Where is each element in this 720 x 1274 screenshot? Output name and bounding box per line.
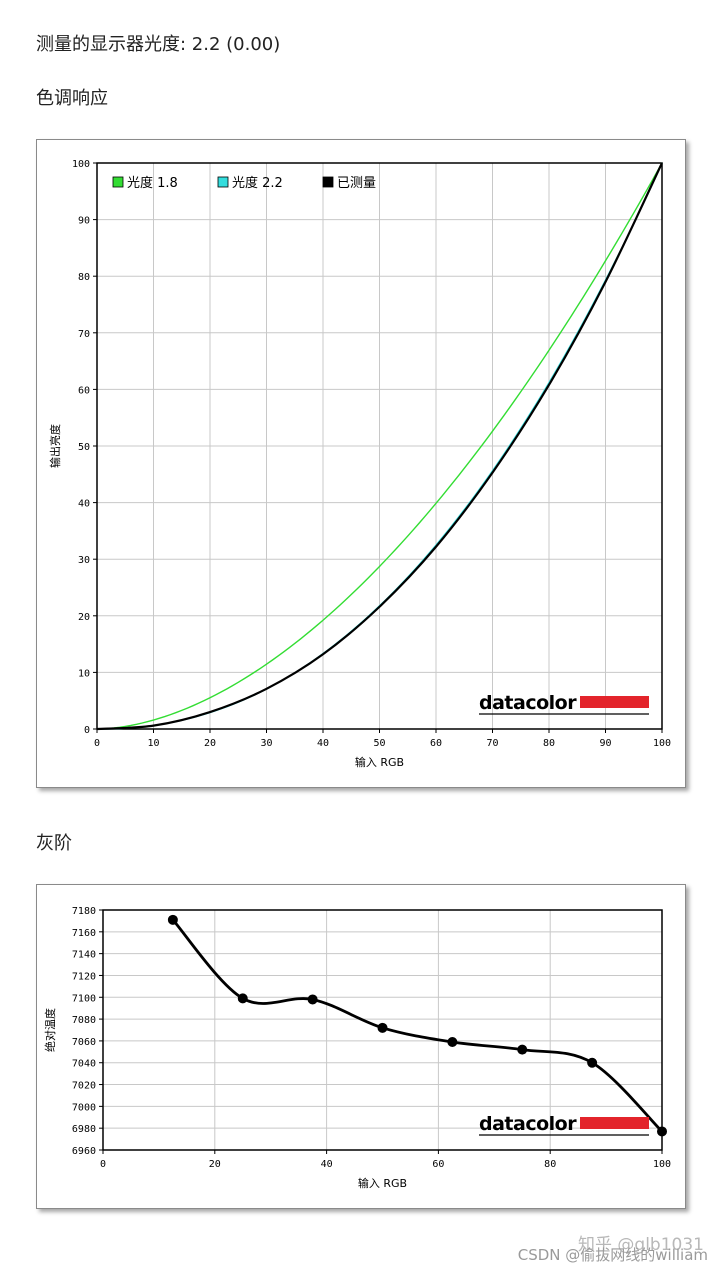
data-point — [447, 1037, 458, 1047]
measured-gamma-text: 测量的显示器光度: 2.2 (0.00) — [36, 34, 281, 55]
y-tick-label: 40 — [78, 499, 90, 510]
datacolor-logo-bar — [580, 696, 649, 708]
x-tick-label: 90 — [599, 738, 611, 749]
x-tick-label: 10 — [147, 738, 159, 749]
y-tick-label: 6960 — [72, 1146, 96, 1157]
grayscale-heading: 灰阶 — [36, 833, 72, 854]
data-point — [657, 1126, 667, 1137]
y-tick-label: 7020 — [72, 1081, 96, 1092]
legend-swatch-1 — [112, 176, 124, 188]
y-tick-label: 60 — [78, 385, 90, 396]
y-tick-label: 100 — [72, 159, 90, 170]
y-tick-label: 80 — [78, 272, 90, 283]
datacolor-logo-bar — [580, 1117, 649, 1129]
x-tick-label: 60 — [432, 1159, 444, 1170]
legend-swatch-3 — [322, 176, 334, 188]
x-tick-label: 0 — [94, 738, 100, 749]
x-tick-label: 80 — [544, 1159, 556, 1170]
y-tick-label: 10 — [78, 668, 90, 679]
y-tick-label: 90 — [78, 216, 90, 227]
y-tick-label: 50 — [78, 442, 90, 453]
y-tick-label: 20 — [78, 612, 90, 623]
y-tick-label: 7000 — [72, 1102, 96, 1113]
data-point — [167, 914, 178, 925]
legend-label-1: 光度 1.8 — [127, 175, 178, 191]
tone-response-chart: 0 10 20 30 40 50 60 70 80 90 100 0 10 20 30 40 50 60 70 80 9… — [48, 159, 671, 769]
zhihu-watermark: 知乎 @glb1031 — [578, 1235, 704, 1255]
grayscale-chart: 0 20 40 60 80 100 6960 6980 7000 7020 7040 7060 7080… — [43, 906, 671, 1190]
legend-label-3: 已测量 — [337, 176, 376, 191]
data-point — [307, 994, 318, 1005]
tone-response-heading: 色调响应 — [36, 88, 108, 109]
x-axis-label: 输入 RGB — [358, 1176, 407, 1190]
data-point — [517, 1044, 528, 1055]
x-tick-label: 20 — [204, 738, 216, 749]
data-point — [237, 993, 248, 1004]
datacolor-logo-text: datacolor — [479, 1113, 577, 1135]
x-tick-label: 70 — [486, 738, 498, 749]
plot-frame — [102, 909, 663, 1151]
x-tick-label: 60 — [430, 738, 442, 749]
y-axis-label: 输出亮度 — [48, 424, 62, 468]
x-tick-label: 100 — [653, 1159, 671, 1170]
tone-response-chart-panel: 0 10 20 30 40 50 60 70 80 90 100 0 10 20 30 40 50 60 70 80 9… — [36, 139, 686, 788]
y-tick-label: 30 — [78, 555, 90, 566]
y-axis-label: 绝对温度 — [43, 1008, 57, 1052]
csdn-watermark: CSDN @偷拔网线的william — [517, 1246, 708, 1264]
y-tick-label: 7120 — [72, 971, 96, 982]
y-tick-label: 7140 — [72, 950, 96, 961]
y-tick-label: 0 — [84, 725, 90, 736]
y-tick-label: 70 — [78, 329, 90, 340]
y-tick-label: 7060 — [72, 1037, 96, 1048]
y-tick-label: 7040 — [72, 1059, 96, 1070]
x-axis-label: 输入 RGB — [355, 755, 404, 769]
data-point — [377, 1022, 388, 1033]
y-tick-label: 7080 — [72, 1015, 96, 1026]
x-tick-label: 20 — [209, 1159, 221, 1170]
datacolor-logo-text: datacolor — [479, 692, 577, 714]
x-tick-label: 80 — [543, 738, 555, 749]
x-tick-label: 40 — [321, 1159, 333, 1170]
series-line-3 — [96, 162, 663, 731]
plot-frame — [96, 162, 663, 730]
x-tick-label: 100 — [653, 738, 671, 749]
y-tick-label: 6980 — [72, 1124, 96, 1135]
x-tick-label: 50 — [373, 738, 385, 749]
grayscale-chart-panel: 0 20 40 60 80 100 6960 6980 7000 7020 7040 7060 7080… — [36, 884, 686, 1209]
data-point — [587, 1057, 598, 1068]
y-tick-label: 7160 — [72, 928, 96, 939]
x-tick-label: 0 — [100, 1159, 106, 1170]
x-tick-label: 30 — [260, 738, 272, 749]
legend-swatch-2 — [217, 176, 229, 188]
legend-label-2: 光度 2.2 — [232, 175, 283, 191]
y-tick-label: 7180 — [72, 906, 96, 917]
x-tick-label: 40 — [317, 738, 329, 749]
series-line-1 — [96, 162, 663, 730]
y-tick-label: 7100 — [72, 993, 96, 1004]
